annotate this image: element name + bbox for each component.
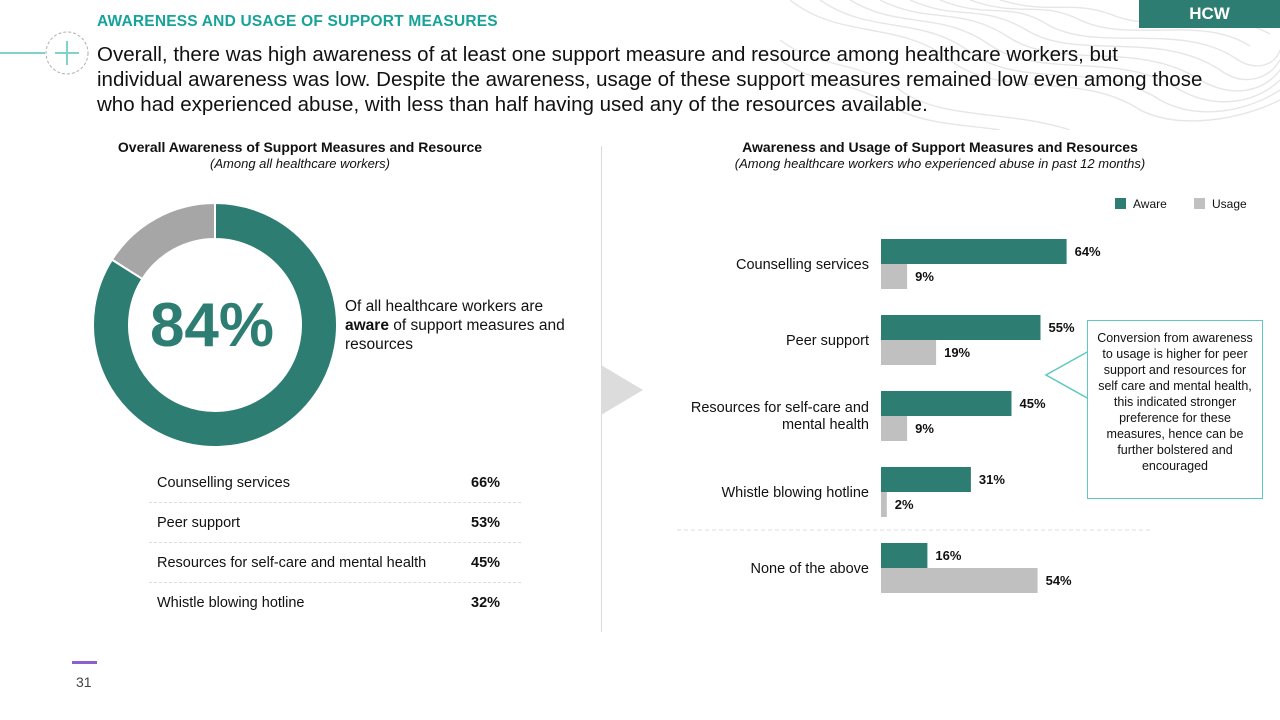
overall-awareness-value: 84% (149, 291, 275, 360)
page-number: 31 (76, 674, 92, 690)
left-chart-subtitle: (Among all healthcare workers) (210, 156, 390, 171)
table-row: Counselling services 66% (149, 463, 521, 503)
page-accent-bar (72, 661, 97, 664)
row-value: 32% (471, 595, 501, 611)
bar-value-label: 9% (915, 269, 934, 284)
left-chart-title: Overall Awareness of Support Measures an… (117, 139, 483, 155)
bar-usage (881, 264, 908, 289)
callout-pointer (1044, 350, 1091, 400)
legend-usage: Usage (1194, 197, 1247, 211)
bar-value-label: 2% (895, 497, 914, 512)
row-value: 66% (471, 475, 501, 491)
row-label: Peer support (157, 515, 241, 531)
legend-usage-label: Usage (1212, 197, 1247, 211)
row-label: Resources for self-care and mental healt… (157, 555, 427, 571)
bar-aware (881, 239, 1067, 264)
bar-value-label: 31% (979, 472, 1005, 487)
awareness-note: Of all healthcare workers are aware of s… (345, 297, 565, 354)
donut-slice (92, 201, 338, 448)
bar-aware (881, 391, 1012, 416)
legend-aware-swatch (1115, 198, 1126, 209)
right-chart-title: Awareness and Usage of Support Measures … (742, 139, 1138, 155)
bar-aware (881, 467, 971, 492)
row-value: 45% (471, 555, 501, 571)
decorative-wave-pattern (780, 0, 1280, 130)
bar-aware (881, 543, 928, 568)
bar-value-label: 55% (1049, 320, 1075, 335)
bar-value-label: 19% (944, 345, 970, 360)
bar-value-label: 16% (935, 548, 961, 563)
note-bold: aware (345, 317, 389, 334)
audience-tag: HCW (1139, 0, 1280, 28)
bar-usage (881, 416, 908, 441)
row-value: 53% (471, 515, 501, 531)
bar-value-label: 54% (1046, 573, 1072, 588)
category-label: Peer support (785, 333, 869, 349)
insight-callout: Conversion from awareness to usage is hi… (1087, 320, 1263, 499)
awareness-table: Counselling services 66% Peer support 53… (149, 463, 521, 622)
table-row: Whistle blowing hotline 32% (149, 583, 521, 622)
bar-value-label: 45% (1020, 396, 1046, 411)
headline: Overall, there was high awareness of at … (97, 43, 1203, 116)
legend-aware: Aware (1115, 197, 1167, 211)
donut-slice (110, 201, 216, 281)
category-label: None of the above (750, 561, 869, 577)
plus-circle-icon (0, 31, 89, 75)
note-prefix: Of all healthcare workers are (345, 298, 544, 315)
awareness-usage-bar-chart: 64% 9% 55% 19% 45% 9% 31% 2% 16% 54% (677, 239, 1150, 593)
legend-aware-label: Aware (1133, 197, 1167, 211)
legend-usage-swatch (1194, 198, 1205, 209)
bar-usage (881, 568, 1038, 593)
bar-value-label: 9% (915, 421, 934, 436)
row-label: Whistle blowing hotline (157, 595, 305, 611)
awareness-donut-chart (92, 201, 338, 448)
section-title: AWARENESS AND USAGE OF SUPPORT MEASURES (97, 13, 498, 30)
table-row: Peer support 53% (149, 503, 521, 543)
category-label: Counselling services (736, 257, 869, 273)
note-suffix: of support measures and resources (345, 317, 565, 353)
bar-aware (881, 315, 1041, 340)
right-chart-subtitle: (Among healthcare workers who experience… (734, 156, 1146, 171)
table-row: Resources for self-care and mental healt… (149, 543, 521, 583)
category-label: Whistle blowing hotline (721, 485, 870, 501)
bar-value-label: 64% (1075, 244, 1101, 259)
bar-usage (881, 340, 937, 365)
bar-usage (881, 492, 887, 517)
row-label: Counselling services (157, 475, 290, 491)
category-label: Resources for self-care and mental healt… (690, 400, 869, 433)
arrow-right-icon (601, 365, 643, 415)
